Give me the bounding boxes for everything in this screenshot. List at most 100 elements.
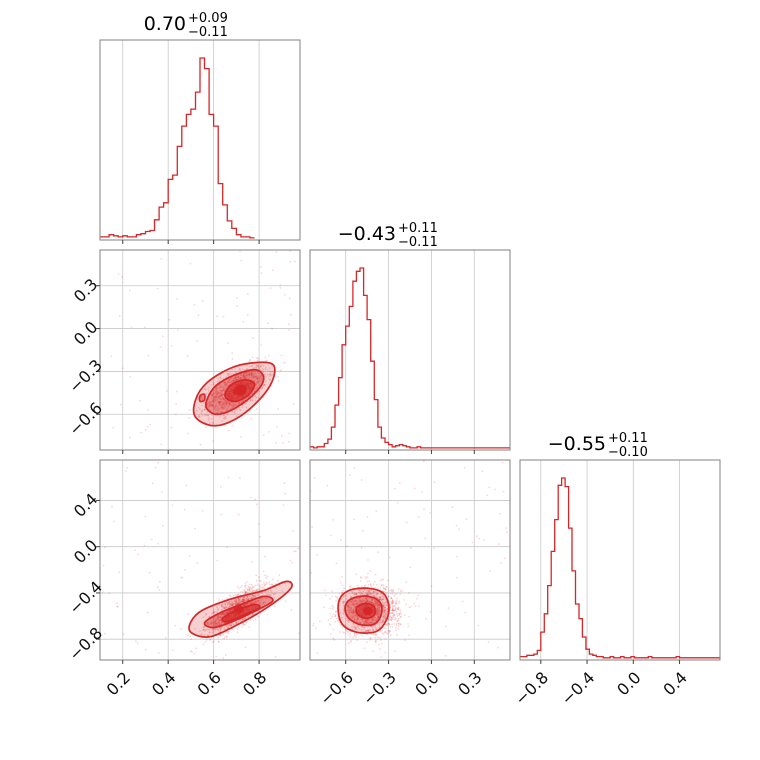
sample-point [270,590,273,593]
sample-point [253,376,255,378]
sample-point [254,382,257,385]
sample-point [389,618,392,621]
sample-point [217,393,220,396]
outlier-point [118,571,121,574]
sample-point [382,615,385,618]
outlier-point [349,474,352,476]
tick-label-x: 0.8 [239,668,270,699]
sample-point [251,396,254,399]
sample-point [255,383,257,386]
sample-point [224,603,227,606]
sample-point [258,368,261,371]
outlier-point [367,559,369,561]
sample-point [356,617,359,620]
sample-point [238,375,240,378]
sample-point [221,405,223,408]
sample-point [374,600,377,602]
sample-point [211,394,213,397]
sample-point [241,368,244,371]
sample-point [225,601,228,603]
sample-point [374,636,376,639]
sample-point [364,620,367,623]
sample-point [244,599,247,602]
sample-point [220,389,223,392]
sample-point [228,609,231,612]
sample-point [393,650,396,653]
sample-point [376,608,379,611]
sample-point [248,589,251,591]
sample-point [370,621,372,624]
sample-point [217,392,220,394]
sample-point [348,620,350,623]
sample-point [388,589,391,592]
outlier-point [456,576,458,579]
sample-point [365,599,367,602]
sample-point [361,634,364,637]
sample-point [375,640,377,643]
sample-point [360,625,363,628]
sample-point [221,613,224,616]
sample-point [374,639,377,642]
sample-point [249,586,252,589]
sample-point [257,367,260,369]
sample-point [356,620,359,623]
sample-point [331,605,334,607]
sample-point [228,400,230,403]
sample-point [253,602,256,604]
sample-point [240,373,242,376]
sample-point [232,602,235,605]
sample-point [220,623,222,625]
sample-point [246,595,249,598]
sample-point [214,390,217,392]
sample-point [219,629,222,632]
sample-point [242,600,245,603]
sample-point [347,642,350,645]
sample-point [236,594,239,596]
sample-point [237,602,240,604]
sample-point [219,377,222,379]
sample-point [396,613,398,615]
sample-point [214,621,217,623]
sample-point [236,376,239,379]
sample-point [351,590,353,593]
sample-point [341,626,344,629]
sample-point [243,377,246,380]
sample-point [352,611,355,613]
sample-point [239,377,242,380]
sample-point [207,633,210,636]
sample-point [209,401,211,404]
sample-point [256,392,259,395]
sample-point [223,606,226,609]
sample-point [352,636,354,639]
sample-point [386,610,389,613]
sample-point [261,598,264,600]
sample-point [214,396,217,398]
sample-point [257,615,260,618]
sample-point [404,639,406,642]
sample-point [213,392,216,394]
sample-point [353,614,356,617]
sample-point [225,636,228,639]
sample-point [353,593,356,596]
sample-point [258,379,260,382]
sample-point [214,410,217,412]
sample-point [260,602,262,605]
sample-point [218,640,220,643]
sample-point [357,598,360,601]
sample-point [214,622,217,625]
sample-point [372,650,374,653]
sample-point [331,615,334,618]
sample-point [252,377,255,379]
sample-point [378,605,381,608]
sample-point [379,625,381,628]
sample-point [364,597,367,600]
sample-point [366,621,368,623]
sample-point [355,601,358,603]
sample-point [222,613,225,616]
sample-point [356,597,359,600]
sample-point [366,619,369,621]
outlier-point [277,407,280,410]
sample-point [264,356,267,359]
sample-point [229,378,232,380]
sample-point [386,632,389,635]
